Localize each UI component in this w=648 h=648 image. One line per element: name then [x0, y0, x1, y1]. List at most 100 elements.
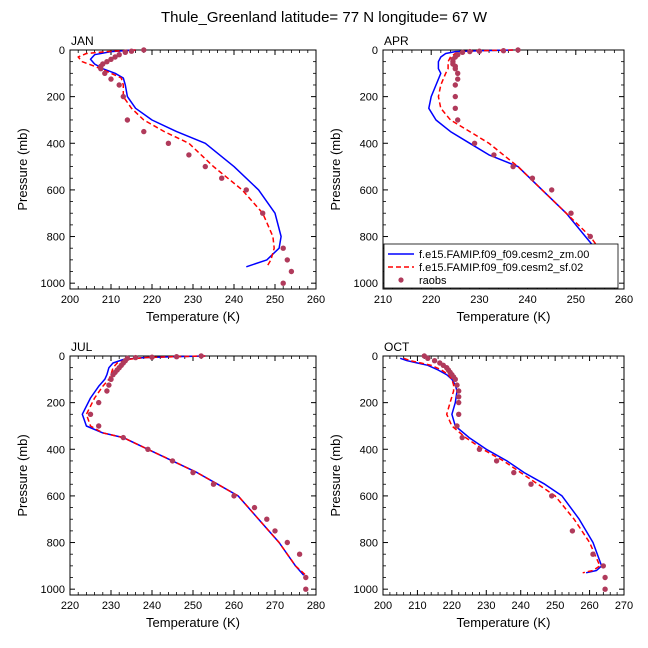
x-tick-label: 250 [567, 294, 585, 306]
raobs-point [452, 93, 458, 100]
panel-jul: JUL 220 230 240 250 260 270 280 0 200 400 600 800 100… [15, 340, 325, 630]
raobs-point [108, 376, 114, 382]
raobs-point [455, 70, 461, 77]
y-axis-label: Pressure (mb) [328, 128, 343, 210]
raobs-point [219, 175, 225, 181]
y-axis-label: Pressure (mb) [328, 434, 343, 516]
raobs-point [452, 82, 458, 88]
x-tick-label: 260 [307, 294, 325, 306]
raobs-point [456, 388, 462, 394]
series-line-sf02 [403, 357, 601, 574]
y-tick-label: 0 [372, 45, 378, 57]
series-line-zm00 [399, 357, 603, 574]
x-tick-label: 240 [512, 600, 530, 612]
raobs-point [280, 280, 286, 286]
y-tick-label: 600 [47, 185, 65, 197]
raobs-point [459, 434, 465, 441]
raobs-point [110, 372, 116, 378]
x-tick-label: 220 [443, 600, 461, 612]
raobs-point [122, 49, 128, 55]
series-line-zm00 [81, 355, 305, 576]
raobs-point [452, 66, 458, 72]
raobs-point [96, 399, 102, 406]
raobs-point [493, 458, 500, 464]
raobs-point [456, 394, 462, 400]
legend-entry-raobs: raobs [419, 275, 447, 287]
x-axis-label: Temperature (K) [457, 615, 551, 630]
raobs-point [116, 82, 122, 88]
raobs-point [569, 528, 576, 534]
raobs-point [284, 257, 290, 263]
series-line-sf02 [77, 49, 275, 268]
y-tick-label: 1000 [41, 278, 65, 290]
raobs-point [600, 563, 606, 569]
y-tick-label: 600 [47, 491, 65, 503]
raobs-point [476, 48, 483, 54]
raobs-point [145, 446, 151, 452]
x-tick-label: 280 [307, 600, 325, 612]
x-tick-label: 240 [143, 600, 161, 612]
raobs-point [280, 245, 286, 251]
raobs-point [264, 516, 270, 522]
y-tick-label: 1000 [354, 584, 378, 596]
raobs-point [132, 354, 139, 361]
raobs-point [452, 376, 458, 382]
x-tick-label: 250 [546, 600, 564, 612]
raobs-point [602, 586, 608, 592]
y-tick-label: 1000 [41, 584, 65, 596]
raobs-point [467, 48, 473, 55]
x-tick-label: 220 [143, 294, 161, 306]
panel-oct: OCT 200 210 220 230 240 250 260 270 0 200 400 600 800… [328, 340, 633, 630]
x-tick-label: 260 [225, 600, 243, 612]
raobs-point [106, 382, 112, 388]
raobs-point [87, 411, 94, 417]
raobs-point [116, 52, 122, 58]
x-tick-label: 260 [580, 600, 598, 612]
raobs-point [455, 76, 461, 82]
raobs-point [231, 493, 237, 499]
raobs-point [98, 66, 104, 72]
x-tick-label: 240 [518, 294, 536, 306]
x-tick-label: 270 [615, 600, 633, 612]
raobs-point [602, 574, 608, 581]
x-tick-label: 260 [615, 294, 633, 306]
raobs-point [529, 175, 536, 181]
x-tick-label: 240 [225, 294, 243, 306]
raobs-point [425, 355, 431, 361]
series-line-sf02 [437, 49, 613, 279]
raobs-point [459, 49, 466, 55]
legend-box [383, 243, 619, 289]
raobs-point [272, 528, 278, 534]
raobs-point [186, 152, 192, 158]
x-tick-label: 210 [102, 294, 120, 306]
y-axis-label: Pressure (mb) [15, 128, 30, 210]
y-tick-label: 800 [47, 538, 65, 550]
raobs-point [590, 551, 596, 557]
raobs-point [260, 210, 266, 216]
x-tick-label: 230 [477, 600, 495, 612]
panel-label: JAN [71, 34, 94, 48]
legend-entry-zm00: f.e15.FAMIP.f09_f09.cesm2_zm.00 [419, 249, 589, 261]
y-axis-label: Pressure (mb) [15, 434, 30, 516]
raobs-point [96, 423, 102, 429]
raobs-point [510, 163, 516, 170]
x-tick-label: 200 [374, 600, 392, 612]
x-tick-label: 230 [102, 600, 120, 612]
raobs-point [284, 539, 290, 546]
panel-jan: JAN 200 210 220 230 240 250 260 0 200 400 600 800 100… [15, 34, 325, 324]
legend-entry-sf02: f.e15.FAMIP.f09_f09.cesm2_sf.02 [419, 262, 583, 274]
raobs-point [165, 140, 172, 146]
raobs-point [210, 481, 217, 487]
raobs-point [288, 268, 295, 275]
raobs-point [198, 353, 204, 359]
raobs-point [124, 117, 131, 123]
raobs-point [120, 434, 127, 441]
raobs-point [108, 76, 114, 82]
x-tick-label: 250 [184, 600, 202, 612]
y-tick-label: 400 [47, 444, 65, 456]
series-line-zm00 [428, 49, 611, 279]
raobs-point [431, 358, 438, 364]
raobs-point [104, 388, 110, 394]
y-tick-label: 1000 [354, 278, 378, 290]
